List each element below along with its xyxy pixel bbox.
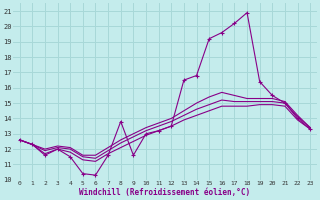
- X-axis label: Windchill (Refroidissement éolien,°C): Windchill (Refroidissement éolien,°C): [79, 188, 251, 197]
